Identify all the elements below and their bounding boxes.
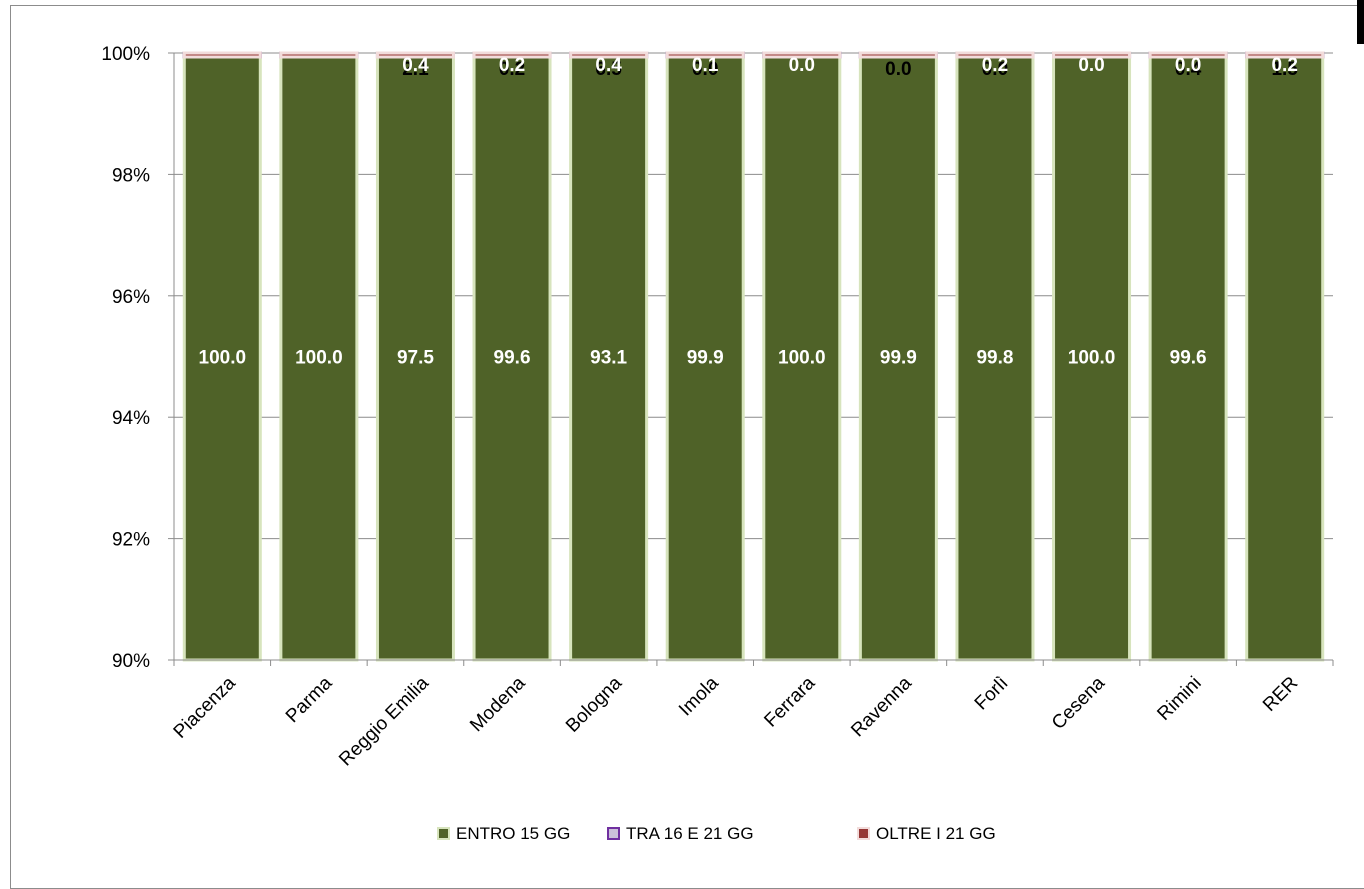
data-labels: 100.0 100.0 97.52.10.499.60.20.293.16.50.4… <box>199 55 1299 369</box>
category-label: Ferrara <box>760 672 819 731</box>
category-label: Piacenza <box>170 672 240 742</box>
data-label: 0.0 <box>1078 55 1104 76</box>
bar-segment <box>182 51 262 59</box>
bar-segment <box>569 51 649 59</box>
category-label: Ravenna <box>847 672 916 741</box>
bar-segment <box>1148 51 1228 662</box>
data-label: 100.0 <box>295 348 343 369</box>
category-label: Bologna <box>562 672 626 736</box>
category-label: RER <box>1259 673 1302 716</box>
bars <box>182 51 1325 662</box>
data-label: 93.1 <box>590 348 627 369</box>
data-label: 0.0 <box>789 55 815 76</box>
category-label: Forlì <box>971 673 1013 715</box>
bar-segment <box>858 51 938 662</box>
data-label: 0.0 <box>692 59 718 80</box>
category-label: Cesena <box>1048 672 1109 733</box>
category-label: Rimini <box>1153 673 1205 725</box>
data-label: 0.1 <box>692 55 719 76</box>
bar-segment <box>955 51 1035 662</box>
data-label: 99.6 <box>1170 348 1207 369</box>
corner-mark <box>1357 0 1364 44</box>
data-label: 99.9 <box>880 348 917 369</box>
y-tick-label: 98% <box>112 165 150 186</box>
data-label: 0.2 <box>499 55 525 76</box>
y-tick-label: 90% <box>112 651 150 672</box>
category-label: Reggio Emilia <box>335 672 433 770</box>
data-label: 97.5 <box>397 348 434 369</box>
legend-swatch <box>607 827 620 840</box>
data-label: 2.1 <box>402 59 429 80</box>
category-label: Modena <box>466 672 530 736</box>
y-tick-label: 94% <box>112 408 150 429</box>
data-label: 0.2 <box>982 55 1008 76</box>
data-label: 99.8 <box>976 348 1013 369</box>
gridlines <box>174 52 1333 540</box>
legend: ENTRO 15 GG TRA 16 E 21 GG OLTRE I 21 GG <box>437 824 996 843</box>
data-label: 0.0 <box>885 59 911 80</box>
data-label: 0.0 <box>1175 55 1201 76</box>
data-label: 0.4 <box>402 55 429 76</box>
data-label: 1.5 <box>1271 59 1298 80</box>
data-label: 99.9 <box>687 348 724 369</box>
bar-segment <box>1148 51 1228 59</box>
legend-label: TRA 16 E 21 GG <box>626 824 754 843</box>
bar-segment <box>762 51 842 59</box>
legend-label: OLTRE I 21 GG <box>876 824 996 843</box>
data-label: 0.4 <box>595 55 622 76</box>
legend-swatch <box>857 827 870 840</box>
data-label: 100.0 <box>778 348 826 369</box>
bar-segment <box>375 51 455 59</box>
bar-segment <box>858 51 938 59</box>
data-label: 0.0 <box>982 59 1008 80</box>
y-tick-label: 100% <box>101 44 150 65</box>
y-tick-label: 92% <box>112 530 150 551</box>
data-label: 99.6 <box>494 348 531 369</box>
y-tick-label: 96% <box>112 287 150 308</box>
bar-segment <box>1245 51 1325 662</box>
bar-segment <box>1245 51 1325 59</box>
data-label: 0.2 <box>499 59 525 80</box>
bar-segment <box>955 51 1035 59</box>
bar-segment <box>375 51 455 662</box>
bar-segment <box>472 51 552 59</box>
bar-segment <box>279 51 359 59</box>
data-label: 100.0 <box>199 348 247 369</box>
data-label: 0.2 <box>1271 55 1297 76</box>
data-label: 6.5 <box>595 59 622 80</box>
bar-segment <box>665 51 745 59</box>
category-label: Parma <box>282 672 337 727</box>
bar-segment <box>1052 51 1132 59</box>
legend-label: ENTRO 15 GG <box>456 824 570 843</box>
data-label: 100.0 <box>1068 348 1116 369</box>
bar-segment <box>762 51 842 662</box>
category-label: Imola <box>675 672 723 720</box>
legend-swatch <box>437 827 450 840</box>
data-label: 0.4 <box>1175 59 1202 80</box>
